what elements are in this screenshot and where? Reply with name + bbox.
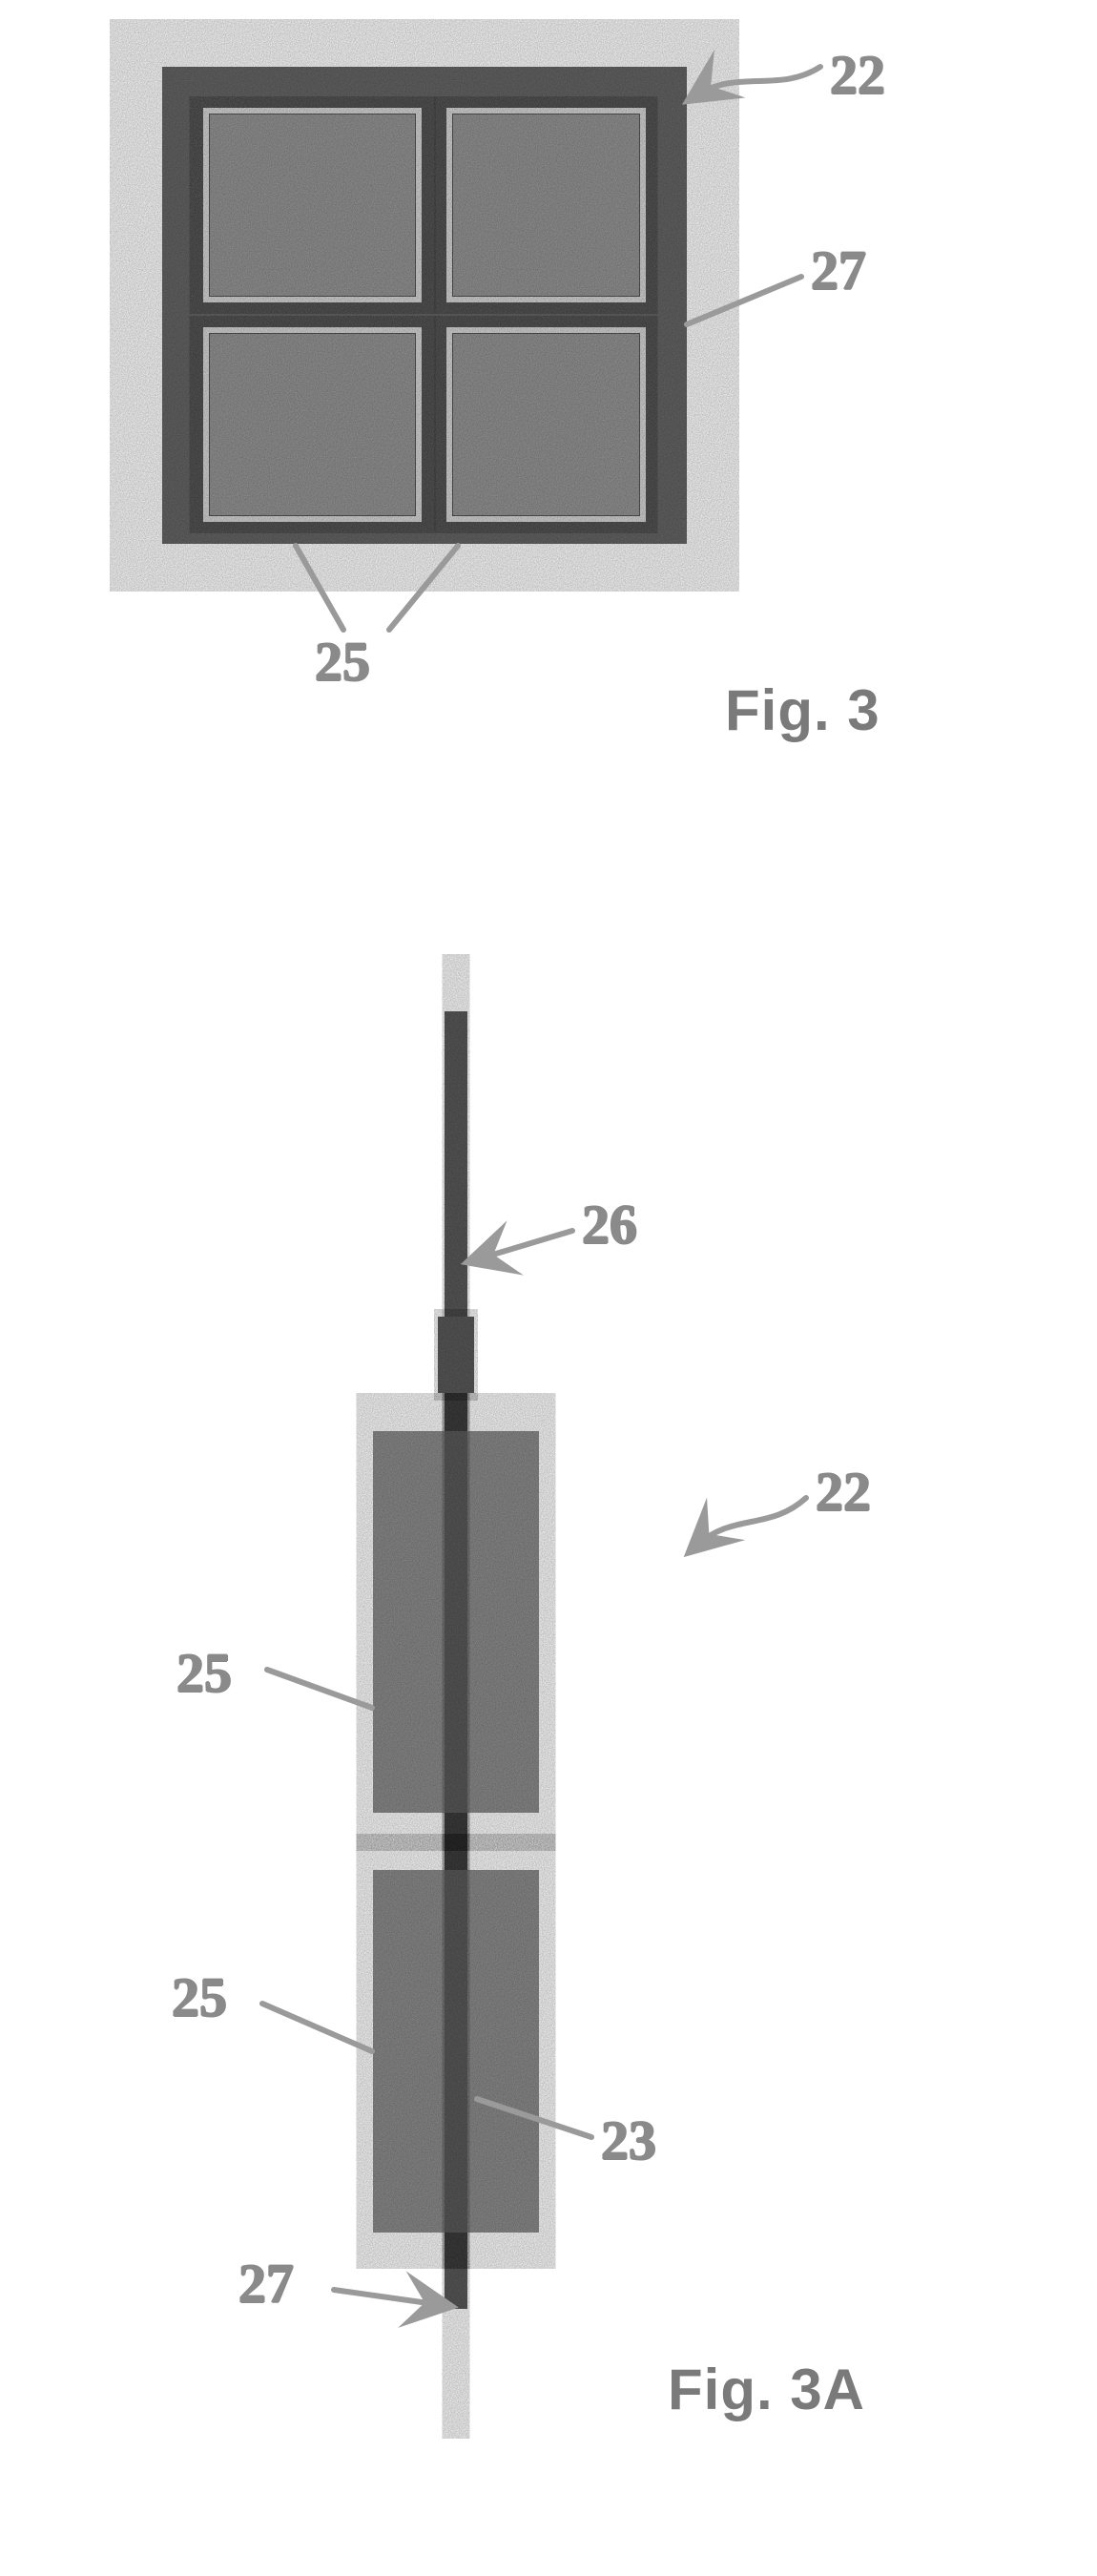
fig3a-label-25b: 25	[172, 1965, 227, 2029]
fig3a-drawing	[0, 954, 1097, 2576]
fig3a-label-22: 22	[816, 1460, 871, 1524]
fig3-label-25: 25	[315, 630, 370, 694]
fig3a-label-23: 23	[601, 2109, 656, 2172]
fig3-label-22: 22	[830, 43, 885, 107]
fig3a-label-26: 26	[582, 1193, 637, 1257]
fig3-caption: Fig. 3	[725, 677, 880, 743]
fig3a-caption: Fig. 3A	[668, 2357, 865, 2422]
fig3a-label-27: 27	[238, 2252, 294, 2316]
fig3a-label-25a: 25	[176, 1641, 232, 1705]
fig3-label-27: 27	[811, 239, 866, 302]
page: 22 27 25 Fig. 3 26 22 25 25 23 27 Fig. 3…	[0, 0, 1097, 2544]
fig3-drawing	[0, 0, 1097, 859]
